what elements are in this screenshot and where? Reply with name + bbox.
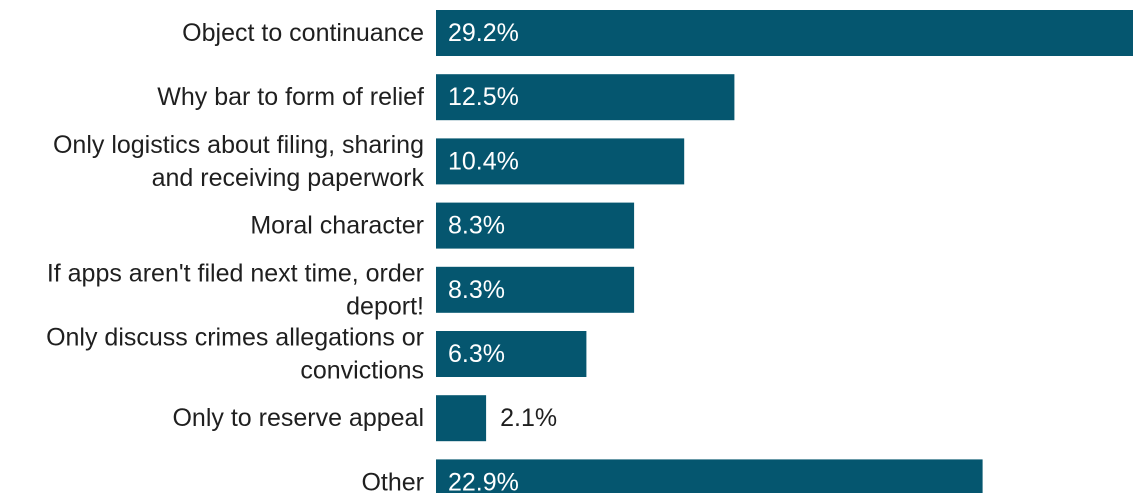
category-label-7-line-0: Other bbox=[361, 468, 424, 493]
bar-0 bbox=[436, 10, 1133, 56]
value-label-3: 8.3% bbox=[448, 212, 505, 240]
category-label-4-line-1: deport! bbox=[346, 292, 424, 320]
value-label-4: 8.3% bbox=[448, 276, 505, 304]
value-label-6: 2.1% bbox=[500, 404, 557, 432]
category-label-2-line-1: and receiving paperwork bbox=[152, 164, 425, 192]
category-label-5: Only discuss crimes allegations or convic… bbox=[46, 324, 424, 385]
bar-3 bbox=[436, 202, 635, 249]
category-label-2: Only logistics about filing, sharing and … bbox=[53, 131, 425, 192]
bars-group bbox=[436, 10, 1133, 493]
category-label-0: Object to continuance bbox=[182, 19, 424, 47]
bar-1 bbox=[436, 74, 735, 121]
category-label-1: Why bar to form of relief bbox=[157, 83, 424, 111]
category-labels-group: Object to continuance Why bar to form of … bbox=[46, 19, 424, 493]
bar-6 bbox=[436, 395, 487, 442]
value-labels-group: 29.2% 12.5% 10.4% 8.3% 8.3% 6.3% 2.1% 22.9% bbox=[448, 19, 557, 493]
category-label-3: Moral character bbox=[250, 212, 424, 240]
bar-7 bbox=[436, 459, 983, 493]
category-label-7: Other bbox=[361, 468, 424, 493]
category-label-4: If apps aren't filed next time, order dep… bbox=[47, 259, 424, 320]
category-label-5-line-1: convictions bbox=[300, 357, 424, 385]
bar-2 bbox=[436, 138, 685, 185]
value-label-0: 29.2% bbox=[448, 19, 519, 47]
value-label-7: 22.9% bbox=[448, 468, 519, 493]
category-label-4-line-0: If apps aren't filed next time, order bbox=[47, 259, 424, 287]
category-label-6: Only to reserve appeal bbox=[172, 404, 424, 432]
value-label-2: 10.4% bbox=[448, 147, 519, 175]
category-label-0-line-0: Object to continuance bbox=[182, 19, 424, 47]
category-label-6-line-0: Only to reserve appeal bbox=[172, 404, 424, 432]
category-label-3-line-0: Moral character bbox=[250, 212, 424, 240]
category-label-5-line-0: Only discuss crimes allegations or bbox=[46, 324, 424, 352]
bar-5 bbox=[436, 331, 587, 377]
value-label-1: 12.5% bbox=[448, 83, 519, 111]
category-label-2-line-0: Only logistics about filing, sharing bbox=[53, 131, 424, 159]
category-label-1-line-0: Why bar to form of relief bbox=[157, 83, 424, 111]
bar-4 bbox=[436, 266, 635, 313]
value-label-5: 6.3% bbox=[448, 340, 505, 368]
